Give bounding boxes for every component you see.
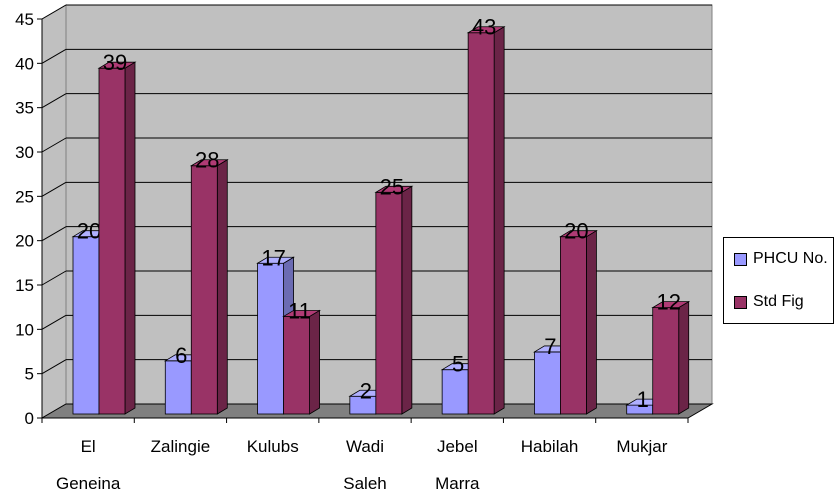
gridline-side [41,48,67,64]
legend: PHCU No. Std Fig [723,237,834,324]
x-tick-label: Mukjar [616,437,667,456]
x-tick-label: Habilah [521,437,579,456]
bar-side [124,61,136,415]
bar-top [558,230,598,238]
y-tick-label: 40 [15,54,34,73]
y-tick-label: 15 [15,276,34,295]
legend-label-phcu: PHCU No. [753,250,828,267]
bar-top [256,256,296,264]
bar [375,191,403,415]
bar-side [401,185,413,415]
legend-item-std: Std Fig [734,292,804,312]
data-label: 12 [656,290,680,315]
x-tick-label: Jebel [437,437,478,456]
y-tick-label: 10 [15,320,34,339]
data-label: 5 [452,352,464,377]
gridline-side [41,93,67,109]
legend-item-phcu: PHCU No. [734,249,828,269]
bar [72,236,100,415]
bar-top [97,61,137,69]
bar [257,262,284,415]
x-tick-label: Zalingie [151,437,211,456]
data-label: 2 [360,378,372,403]
x-tick-label: Saleh [343,474,386,493]
bar [560,236,587,415]
bar-side [493,26,505,415]
gridline-side [41,137,67,153]
bar-top [189,159,229,167]
data-label: 28 [195,148,219,173]
gridline-side [41,4,67,20]
legend-label-std: Std Fig [753,293,804,310]
y-tick-label: 5 [25,365,34,384]
data-label: 6 [175,343,187,368]
y-tick-label: 0 [25,409,34,428]
bar [534,351,561,415]
bar [190,165,218,415]
bar-top [374,185,414,193]
data-label: 39 [103,50,127,75]
bar-top [466,26,506,34]
gridline-side [41,226,67,242]
plot-side-wall [41,4,67,419]
x-tick-label: El [81,437,96,456]
bar [467,32,495,415]
data-label: 7 [544,334,556,359]
gridline-side [41,270,67,286]
x-tick-label: Marra [435,474,480,493]
data-label: 20 [564,219,588,244]
bar [164,360,192,415]
data-label: 11 [288,298,311,323]
data-label: 1 [637,387,649,412]
gridline-side [41,314,67,330]
bar [98,67,126,415]
bar [652,307,680,415]
x-tick-label: Wadi [346,437,384,456]
y-tick-label: 30 [15,143,34,162]
y-tick-label: 20 [15,232,34,251]
bar-side [586,229,597,415]
y-tick-label: 35 [15,99,34,118]
legend-swatch-std [734,295,747,309]
gridline-side [41,359,67,375]
data-label: 17 [261,245,285,270]
bar-side [309,309,320,415]
bar-side [678,300,690,415]
data-label: 43 [472,15,496,40]
bar-top [282,310,322,317]
legend-swatch-phcu [734,252,747,266]
bar-top [651,301,691,309]
bar [283,316,310,415]
y-tick-label: 45 [15,10,34,29]
x-tick-label: Geneina [56,474,121,493]
y-tick-label: 25 [15,187,34,206]
data-label: 25 [380,174,404,199]
x-tick-label: Kulubs [247,437,299,456]
data-label: 20 [77,219,101,244]
gridline-side [41,181,67,197]
bar-side [216,159,228,415]
